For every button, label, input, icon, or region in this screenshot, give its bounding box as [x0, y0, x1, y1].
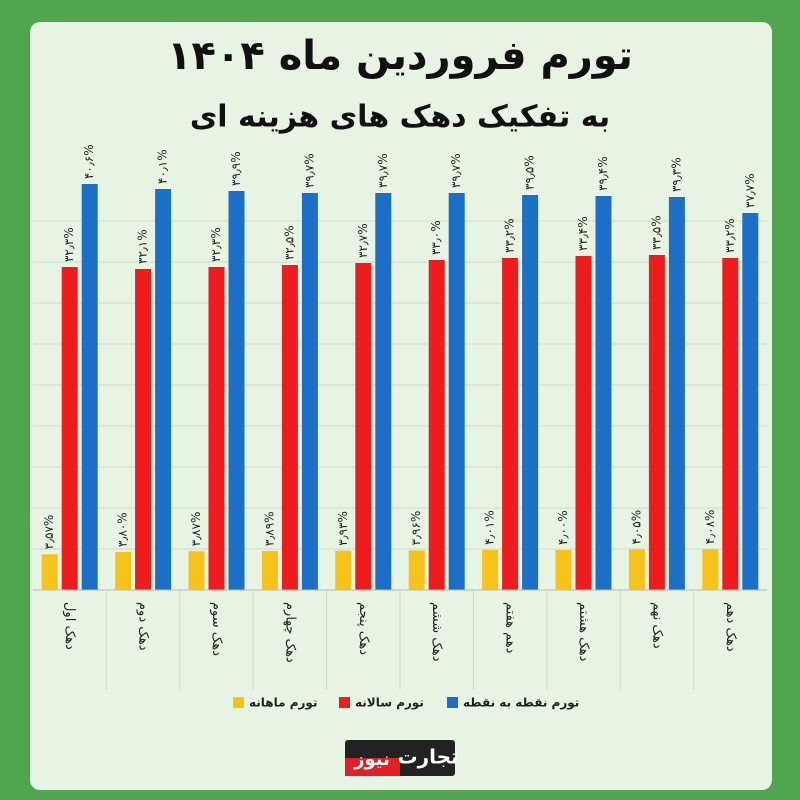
plot: دهک اول ۳٫۵۷% ۳۲٫۳% ۴۰٫۶% دهک دوم ۳٫۸۰% ۳۲٫۱% ۴…	[41, 144, 759, 711]
value-label: ۳۲٫۳%	[209, 227, 223, 262]
bar	[301, 193, 318, 590]
value-label: ۳۹٫۷%	[449, 153, 463, 188]
value-label: ۳۹٫۴%	[596, 156, 610, 191]
value-label: ۴٫۰۸%	[703, 510, 717, 545]
brand-accent	[345, 758, 400, 776]
value-label: ۳۹٫۵%	[523, 155, 537, 190]
bar	[648, 255, 665, 590]
value-label: ۳۳٫۰%	[429, 220, 443, 255]
value-label: ۳٫۸۰%	[116, 512, 130, 547]
bar	[61, 267, 78, 590]
legend-swatch	[233, 697, 244, 708]
bar	[428, 260, 445, 590]
x-tick-label: دهک اول	[62, 602, 77, 650]
legend-label: تورم ماهانه	[249, 696, 317, 711]
value-label: ۳۲٫۷%	[356, 223, 370, 258]
bar	[702, 549, 719, 590]
chart-title: تورم فروردین ماه ۱۴۰۴	[167, 33, 633, 79]
bar	[281, 265, 298, 590]
value-label: ۳۲٫۵%	[282, 225, 296, 260]
bar	[135, 269, 152, 590]
bar	[408, 550, 425, 590]
x-tick-label: دهک هشتم	[576, 602, 591, 662]
bar	[722, 258, 739, 590]
value-label: ۳۳٫۴%	[576, 216, 590, 251]
bar	[502, 258, 519, 590]
bar	[81, 184, 98, 590]
value-label: ۴٫۰۰%	[556, 510, 570, 545]
bar	[522, 195, 539, 590]
legend-swatch	[339, 697, 350, 708]
value-label: ۳۹٫۷%	[376, 153, 390, 188]
x-tick-label: دهک پنجم	[356, 602, 371, 655]
x-tick-label: دهک چهارم	[282, 602, 297, 663]
bar	[188, 551, 205, 590]
value-label: ۳۲٫۳%	[62, 227, 76, 262]
brand-text: تجارت	[397, 745, 458, 769]
value-label: ۳۳٫۲%	[723, 218, 737, 253]
value-label: ۳۲٫۱%	[136, 229, 150, 264]
value-label: ۳۳٫۵%	[649, 215, 663, 250]
value-label: ۴٫۰۱%	[483, 510, 497, 545]
value-label: ۳٫۵۷%	[42, 515, 56, 550]
value-label: ۳۹٫۹%	[229, 151, 243, 186]
value-label: ۴٫۰۵%	[629, 510, 643, 545]
value-label: ۳٫۹۳%	[336, 511, 350, 546]
value-label: ۳۹٫۳%	[669, 157, 683, 192]
x-tick-label: دهک نهم	[649, 602, 664, 649]
bar	[668, 197, 685, 590]
legend-label: تورم سالانه	[355, 696, 424, 711]
value-label: ۴۰٫۱%	[156, 149, 170, 184]
x-tick-label: دهک دوم	[136, 602, 151, 651]
bar	[482, 549, 499, 590]
bar	[41, 554, 58, 590]
value-label: ۳۳٫۲%	[503, 218, 517, 253]
bar	[335, 550, 352, 590]
value-label: ۳٫۸۷%	[189, 512, 203, 547]
x-tick-label: دهک سوم	[209, 602, 224, 656]
bar	[448, 193, 465, 590]
panel	[30, 22, 772, 790]
bar	[595, 196, 612, 590]
legend-swatch	[447, 697, 458, 708]
value-label: ۳٫۸۹%	[262, 511, 276, 546]
x-tick-label: دهم هفتم	[503, 602, 518, 654]
bar	[115, 552, 132, 590]
bar	[742, 213, 759, 590]
x-tick-label: دهک ششم	[429, 602, 444, 662]
bar	[155, 189, 172, 590]
bar	[355, 263, 372, 590]
bar	[375, 193, 392, 590]
bar	[208, 267, 225, 590]
chart-subtitle: به تفکیک دهک های هزینه ای	[190, 100, 610, 135]
bar	[628, 549, 645, 590]
brand-text: نیوز	[353, 749, 390, 770]
value-label: ۳۷٫۷%	[743, 173, 757, 208]
x-tick-label: دهک دهم	[723, 602, 738, 652]
value-label: ۳۹٫۷%	[302, 153, 316, 188]
value-label: ۴۰٫۶%	[82, 144, 96, 179]
legend-label: تورم نقطه به نقطه	[463, 696, 579, 711]
value-label: ۳٫۹۶%	[409, 511, 423, 546]
bar	[261, 551, 278, 590]
bar	[555, 550, 572, 590]
bar	[575, 256, 592, 590]
bar	[228, 191, 245, 590]
